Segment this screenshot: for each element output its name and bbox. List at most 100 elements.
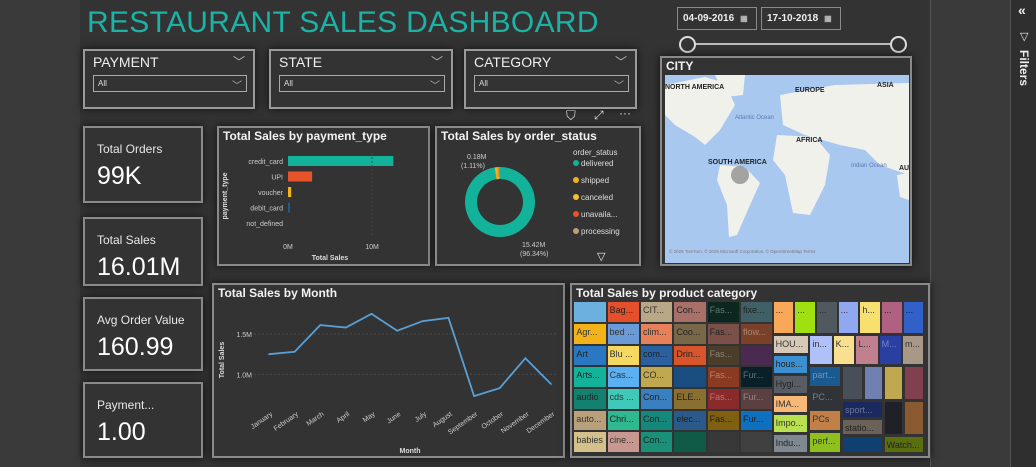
treemap-tile[interactable]: [706, 431, 740, 453]
treemap-tile[interactable]: Art: [573, 344, 607, 367]
end-date-input[interactable]: 17-10-2018 ▦: [761, 7, 841, 30]
treemap-tile[interactable]: Impo...: [772, 413, 809, 433]
treemap-tile[interactable]: Indu...: [772, 433, 809, 453]
treemap-tile[interactable]: [673, 366, 707, 388]
state-dropdown[interactable]: All ﹀: [279, 75, 445, 92]
map-attribution[interactable]: © 2025 TomTom, © 2025 Microsoft Corporat…: [669, 248, 816, 254]
treemap-tile[interactable]: cds ...: [606, 388, 640, 410]
treemap-tile[interactable]: Con...: [640, 431, 674, 453]
treemap-tile[interactable]: [740, 344, 773, 367]
treemap-tile[interactable]: Con...: [640, 409, 674, 432]
treemap-tile[interactable]: PC...: [809, 388, 841, 410]
legend-marker: [573, 194, 579, 200]
treemap-tile[interactable]: ...: [881, 301, 903, 334]
payment-slicer[interactable]: PAYMENT ﹀ All ﹀: [83, 49, 255, 109]
treemap-tile[interactable]: M...: [878, 335, 902, 366]
treemap-tile[interactable]: cine...: [606, 431, 640, 453]
treemap-tile[interactable]: Fas...: [706, 301, 740, 323]
treemap-tile[interactable]: Con...: [673, 301, 707, 323]
calendar-icon[interactable]: ▦: [824, 14, 832, 23]
treemap-tile[interactable]: fixe...: [740, 301, 773, 323]
chevron-down-icon[interactable]: ﹀: [614, 55, 627, 69]
south-america-land: [717, 165, 760, 237]
treemap-tile[interactable]: HOU...: [772, 335, 810, 354]
payment-dropdown[interactable]: All ﹀: [93, 75, 247, 92]
treemap-tile[interactable]: [740, 431, 773, 453]
treemap-tile[interactable]: audio: [573, 388, 607, 410]
start-date-input[interactable]: 04-09-2016 ▦: [677, 7, 757, 30]
date-slider-track[interactable]: [688, 43, 900, 45]
treemap-tile[interactable]: CO...: [640, 366, 674, 388]
treemap-tile[interactable]: babies: [573, 431, 607, 453]
treemap-tile[interactable]: ...: [772, 301, 795, 334]
treemap-tile[interactable]: [863, 366, 883, 401]
treemap-tile[interactable]: Fur...: [740, 366, 773, 388]
category-dropdown[interactable]: All ﹀: [474, 75, 629, 92]
treemap-tile[interactable]: h...: [859, 301, 881, 334]
treemap-tile[interactable]: ELE...: [673, 388, 707, 410]
treemap-tile[interactable]: Bag...: [606, 301, 640, 323]
category-slicer[interactable]: CATEGORY ﹀ All ﹀: [464, 49, 637, 109]
treemap-tile[interactable]: K...: [832, 335, 856, 366]
treemap-tile[interactable]: perf...: [809, 432, 841, 453]
treemap-tile[interactable]: [883, 401, 903, 435]
treemap-tile[interactable]: Agr...: [573, 323, 607, 345]
chevron-down-icon[interactable]: ﹀: [232, 55, 245, 69]
expand-chevrons-icon[interactable]: «: [1018, 2, 1026, 18]
treemap-tile[interactable]: clim...: [640, 323, 674, 345]
treemap-tile[interactable]: Blu ...: [606, 344, 640, 367]
treemap-tile[interactable]: com...: [640, 344, 674, 367]
treemap-tile[interactable]: m...: [902, 335, 924, 366]
treemap-tile[interactable]: in...: [809, 335, 833, 366]
treemap-tile[interactable]: Cas...: [606, 366, 640, 388]
treemap-tile[interactable]: Fas...: [706, 388, 740, 410]
treemap-tile[interactable]: Fas...: [706, 409, 740, 432]
treemap-tile[interactable]: Fas...: [706, 344, 740, 367]
treemap-tile[interactable]: Watch...: [883, 435, 924, 453]
treemap-tile[interactable]: ...: [794, 301, 816, 334]
treemap-tile[interactable]: ...: [837, 301, 860, 334]
treemap-tile[interactable]: hous...: [772, 354, 809, 374]
map-label: ASIA: [877, 82, 894, 89]
treemap-tile[interactable]: L...: [855, 335, 879, 366]
treemap-tile[interactable]: Coo...: [673, 323, 707, 345]
treemap-tile[interactable]: Con...: [640, 388, 674, 410]
treemap-tile[interactable]: auto...: [573, 409, 607, 432]
treemap-tile[interactable]: [673, 431, 707, 453]
treemap-tile[interactable]: part...: [809, 366, 841, 388]
treemap-tile[interactable]: ...: [816, 301, 838, 334]
treemap-tile[interactable]: Arts...: [573, 366, 607, 388]
chevron-down-icon[interactable]: ﹀: [430, 55, 443, 69]
world-map[interactable]: NORTH AMERICA EUROPE ASIA Atlantic Ocean…: [665, 75, 909, 263]
filter-icon[interactable]: ⛉: [566, 108, 576, 123]
treemap-tile[interactable]: flow...: [740, 323, 773, 345]
date-slider-end-handle[interactable]: [890, 36, 907, 53]
treemap-tile[interactable]: Chri...: [606, 409, 640, 432]
treemap-tile[interactable]: Hygi...: [772, 374, 809, 394]
treemap-tile[interactable]: [842, 435, 883, 453]
state-slicer[interactable]: STATE ﹀ All ﹀: [269, 49, 453, 109]
treemap-tile[interactable]: CIT...: [640, 301, 674, 323]
treemap-tile[interactable]: [573, 301, 607, 323]
treemap-tile[interactable]: PCs: [809, 410, 841, 432]
treemap-tile[interactable]: [903, 366, 924, 401]
treemap-tile[interactable]: [842, 366, 863, 401]
treemap-tile[interactable]: Fur...: [740, 388, 773, 410]
treemap-tile[interactable]: bed ...: [606, 323, 640, 345]
treemap-tile[interactable]: Fur...: [740, 409, 773, 432]
treemap-tile[interactable]: Fas...: [706, 323, 740, 345]
treemap-tile[interactable]: Fas...: [706, 366, 740, 388]
more-options-icon[interactable]: ···: [619, 106, 631, 120]
treemap-tile[interactable]: sport...: [842, 401, 883, 418]
treemap-tile[interactable]: Drin...: [673, 344, 707, 367]
treemap-tile[interactable]: IMA...: [772, 394, 809, 413]
calendar-icon[interactable]: ▦: [740, 14, 748, 23]
filters-pane-collapsed[interactable]: « ▽ Filters: [1010, 0, 1036, 467]
treemap-tile[interactable]: [883, 366, 903, 401]
treemap-tile[interactable]: statio...: [842, 419, 883, 435]
date-slider-start-handle[interactable]: [679, 36, 696, 53]
focus-mode-icon[interactable]: ⤢: [594, 108, 604, 122]
treemap-tile[interactable]: [903, 401, 924, 435]
treemap-tile[interactable]: elec...: [673, 409, 707, 432]
treemap-tile[interactable]: ...: [902, 301, 925, 334]
